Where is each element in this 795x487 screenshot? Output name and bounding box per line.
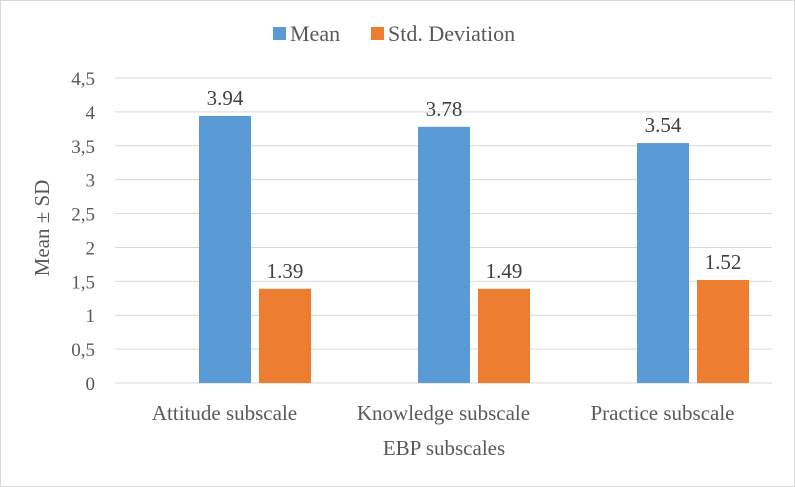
bar-mean [637, 143, 689, 383]
x-tick-label: Practice subscale [590, 401, 734, 425]
bars [199, 115, 749, 384]
bar-mean [199, 115, 251, 383]
legend: Mean Std. Deviation [273, 21, 515, 46]
bar-std-deviation [697, 279, 749, 383]
legend-label-mean: Mean [290, 21, 340, 46]
y-axis-title: Mean ± SD [30, 180, 54, 277]
y-tick-label: 4,5 [71, 69, 95, 90]
y-tick-label: 4 [86, 103, 96, 124]
legend-swatch-mean [273, 27, 286, 40]
data-label: 1.52 [705, 250, 742, 274]
x-tick-label: Knowledge subscale [357, 401, 530, 425]
data-labels: 3.94 1.39 3.78 1.49 3.54 1.52 [207, 86, 742, 283]
y-tick-label: 1 [86, 306, 96, 327]
bar-std-deviation [259, 288, 311, 383]
y-tick-label: 0,5 [71, 340, 95, 361]
bar-std-deviation [478, 288, 530, 383]
y-tick-label: 0 [86, 374, 96, 395]
x-tick-label: Attitude subscale [152, 401, 297, 425]
x-tick-labels: Attitude subscale Knowledge subscale Pract… [152, 401, 735, 425]
y-tick-labels: 0 0,5 1 1,5 2 2,5 3 3,5 4 4,5 [71, 69, 95, 395]
y-tick-label: 3 [86, 171, 96, 192]
data-label: 3.94 [207, 86, 244, 110]
legend-swatch-std-deviation [371, 27, 384, 40]
x-axis-title: EBP subscales [383, 436, 505, 460]
legend-label-std-deviation: Std. Deviation [388, 21, 515, 46]
y-tick-label: 2,5 [71, 205, 95, 226]
data-label: 1.49 [486, 259, 523, 283]
y-tick-label: 3,5 [71, 137, 95, 158]
bar-mean [418, 126, 470, 384]
y-tick-label: 1,5 [71, 272, 95, 293]
y-tick-label: 2 [86, 238, 96, 259]
data-label: 3.54 [645, 113, 682, 137]
data-label: 3.78 [426, 97, 463, 121]
data-label: 1.39 [267, 259, 304, 283]
